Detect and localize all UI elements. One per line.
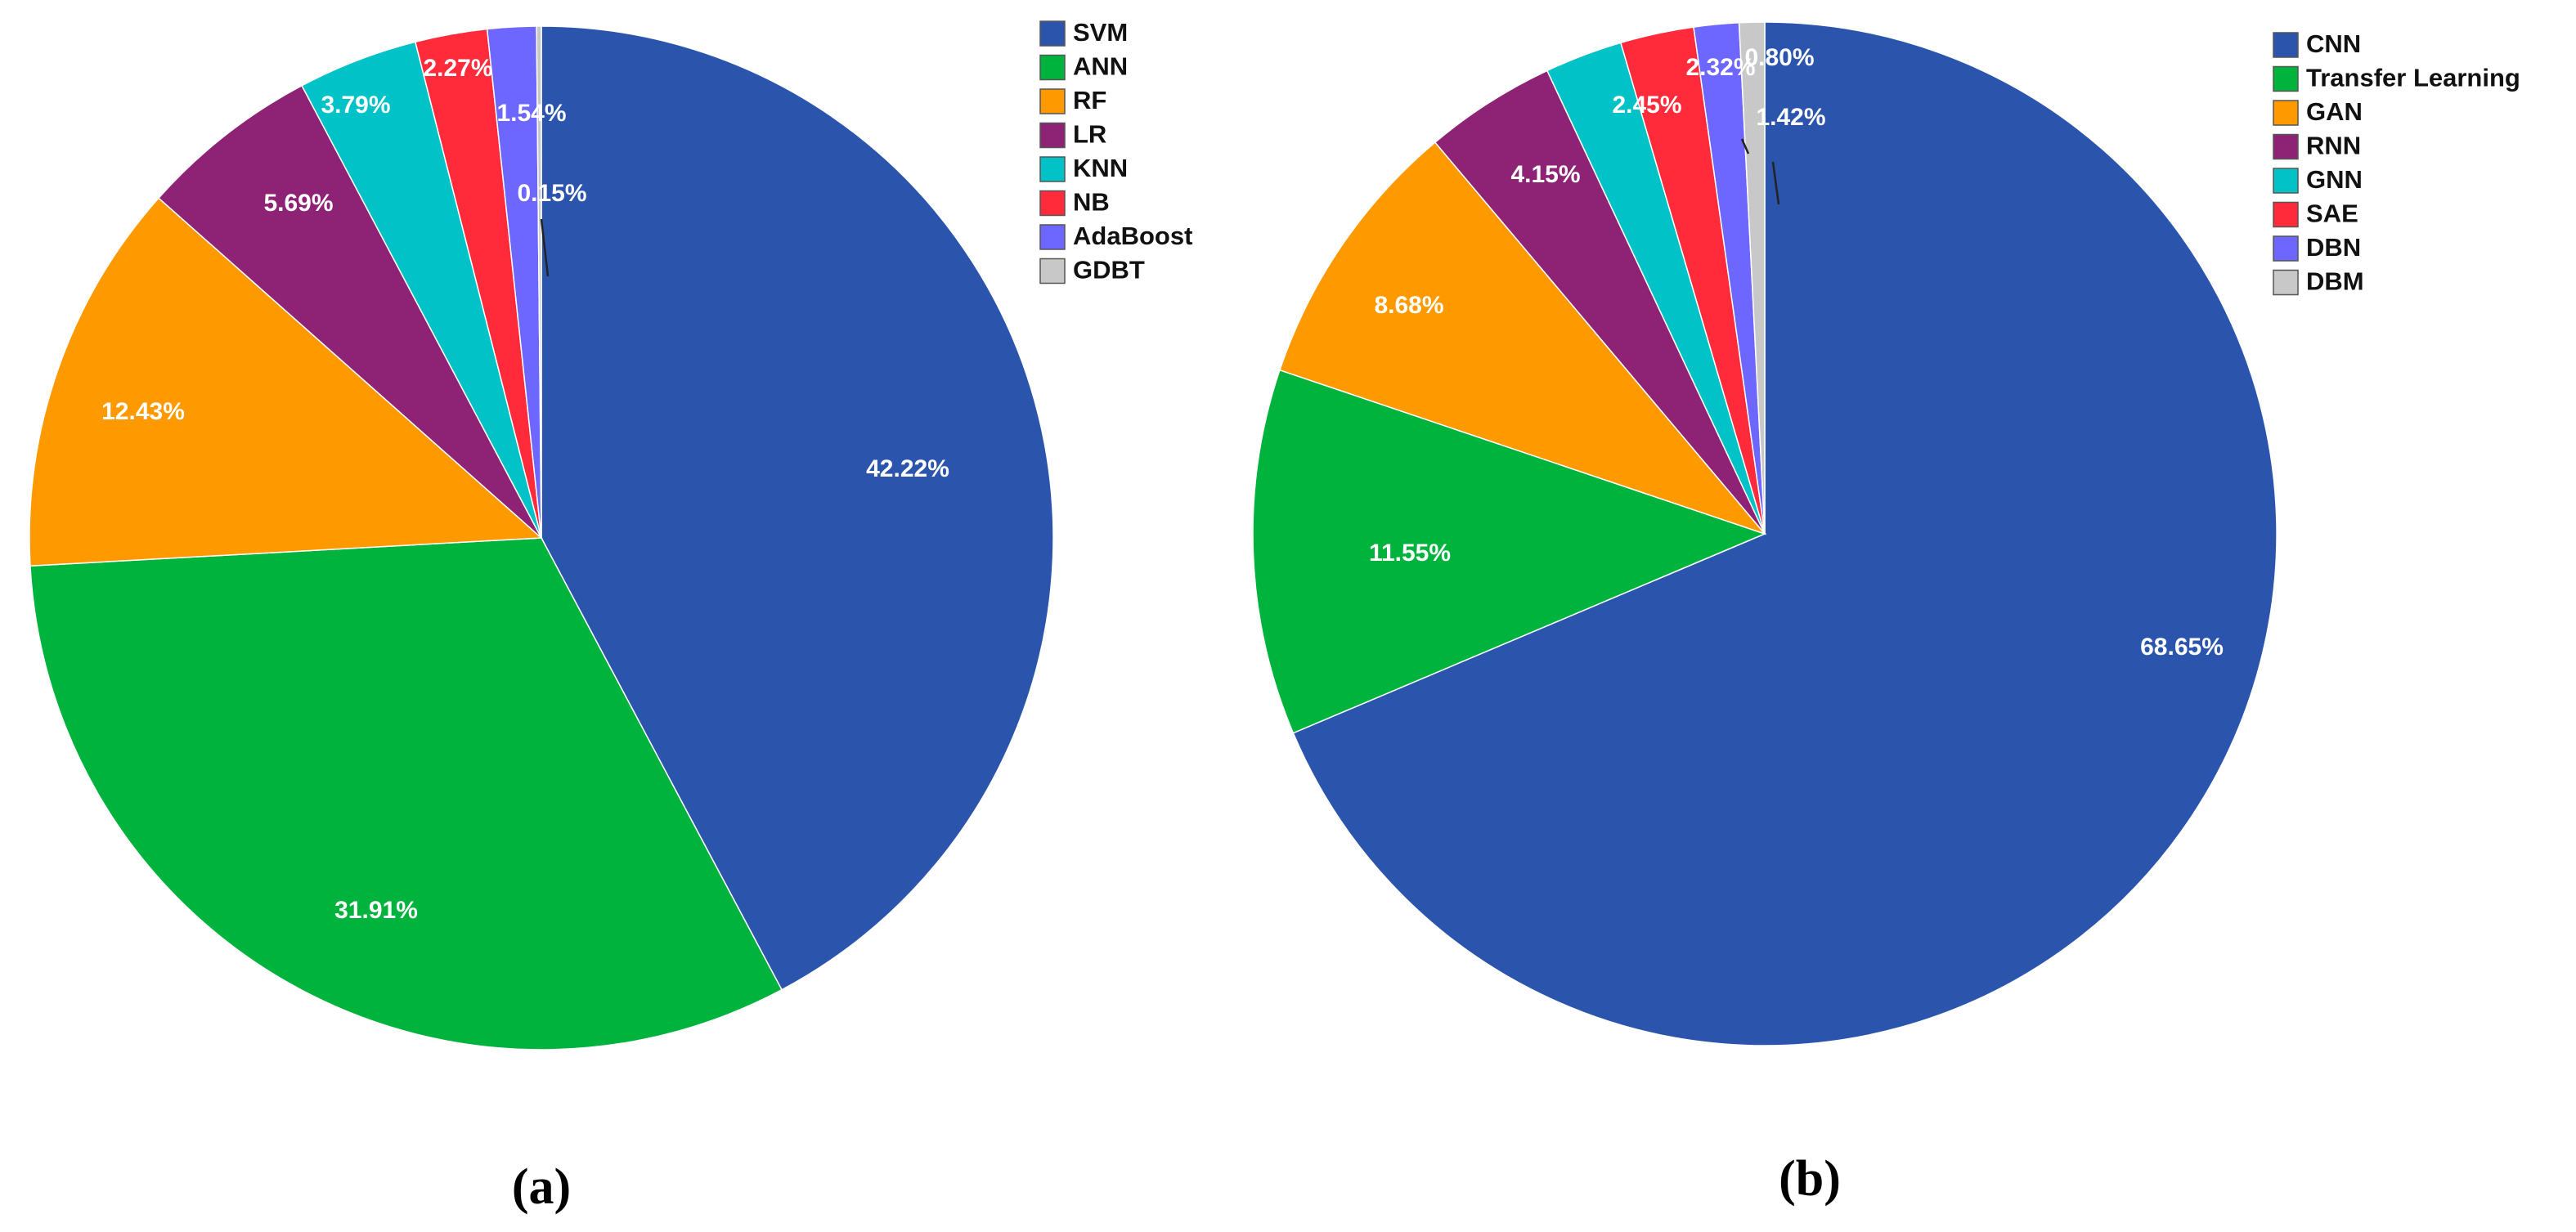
leader-line-b-6: [1740, 138, 1750, 155]
slice-gan-b: [1278, 141, 1767, 535]
data-label-lr-a: 5.69%: [263, 190, 333, 217]
legend-label-adaboost-a: AdaBoost: [1073, 222, 1192, 250]
legend-swatch-gan-b: [2273, 100, 2299, 126]
legend-label-ann-a: ANN: [1073, 52, 1128, 81]
data-label-svm-a: 42.22%: [866, 455, 949, 482]
slice-svm-a: [541, 25, 1054, 991]
legend-label-gdbt-a: GDBT: [1073, 256, 1145, 284]
legend-swatch-adaboost-a: [1039, 224, 1066, 250]
legend-label-dbn-b: DBN: [2306, 233, 2361, 262]
legend-label-sae-b: SAE: [2306, 199, 2358, 228]
data-label-sae-b: 2.32%: [1685, 54, 1755, 81]
slice-dbm-b: [1738, 21, 1766, 535]
legend-swatch-rf-a: [1039, 88, 1066, 114]
legend-swatch-gnn-b: [2273, 168, 2299, 194]
slice-gdbt-a: [536, 25, 542, 539]
legend-label-gnn-b: GNN: [2306, 165, 2363, 194]
legend-swatch-svm-a: [1039, 20, 1066, 47]
data-label-ann-a: 31.91%: [334, 897, 418, 924]
data-label-rf-a: 12.43%: [101, 398, 185, 425]
legend-swatch-sae-b: [2273, 201, 2299, 228]
legend-label-nb-a: NB: [1073, 188, 1110, 217]
legend-label-transfer-learning-b: Transfer Learning: [2306, 64, 2520, 92]
data-label-adaboost-a: 1.54%: [496, 100, 566, 127]
legend-swatch-transfer-learning-b: [2273, 65, 2299, 92]
slice-ann-a: [29, 537, 783, 1051]
legend-label-rnn-b: RNN: [2306, 132, 2361, 160]
data-label-dbn-b: 1.42%: [1756, 104, 1825, 131]
data-label-knn-a: 3.79%: [321, 92, 390, 119]
legend-swatch-dbm-b: [2273, 269, 2299, 296]
slice-cnn-b: [1292, 21, 2278, 1046]
legend-label-cnn-b: CNN: [2306, 29, 2361, 58]
panel-label-b: (b): [1779, 1151, 1841, 1207]
legend-b: CNN Transfer Learning GAN RNN GNN SAE DBN DBM: [2273, 29, 2520, 296]
data-label-dbm-b: 0.80%: [1744, 44, 1814, 71]
legend-a: SVM ANN RF LR KNN NB AdaBoost GDBT: [1039, 18, 1192, 284]
legend-swatch-lr-a: [1039, 122, 1066, 149]
pie-chart-a: 42.22% 31.91% 12.43% 5.69% 3.79% 2.27%1.54% 0.…: [29, 25, 1054, 1051]
slice-rf-a: [29, 197, 543, 567]
legend-label-knn-a: KNN: [1073, 154, 1128, 182]
legend-swatch-knn-a: [1039, 156, 1066, 182]
data-label-rnn-b: 4.15%: [1510, 161, 1580, 188]
slice-transfer-learning-b: [1252, 369, 1767, 734]
legend-label-dbm-b: DBM: [2306, 267, 2364, 296]
data-label-gnn-b: 2.45%: [1612, 92, 1681, 119]
legend-swatch-cnn-b: [2273, 32, 2299, 58]
slice-lr-a: [157, 84, 542, 539]
legend-swatch-rnn-b: [2273, 133, 2299, 160]
legend-label-gan-b: GAN: [2306, 97, 2363, 126]
legend-label-svm-a: SVM: [1073, 18, 1128, 47]
legend-label-rf-a: RF: [1073, 86, 1106, 114]
pie-chart-b: 68.65% 11.55% 8.68% 4.15% 2.45%2.32%1.42% 0.8…: [1252, 21, 2278, 1046]
legend-swatch-nb-a: [1039, 190, 1066, 217]
legend-swatch-gdbt-a: [1039, 258, 1066, 284]
data-label-transfer-learning-b: 11.55%: [1369, 540, 1451, 567]
legend-label-lr-a: LR: [1073, 120, 1106, 149]
legend-swatch-ann-a: [1039, 54, 1066, 81]
legend-swatch-dbn-b: [2273, 235, 2299, 262]
data-label-cnn-b: 68.65%: [2140, 634, 2224, 661]
data-label-gdbt-a: 0.15%: [517, 180, 586, 207]
data-label-gan-b: 8.68%: [1374, 292, 1443, 319]
leader-line-b-7: [1771, 161, 1780, 205]
panel-label-a: (a): [512, 1159, 571, 1215]
data-label-nb-a: 2.27%: [423, 55, 492, 82]
leader-line-a-7: [540, 218, 550, 277]
